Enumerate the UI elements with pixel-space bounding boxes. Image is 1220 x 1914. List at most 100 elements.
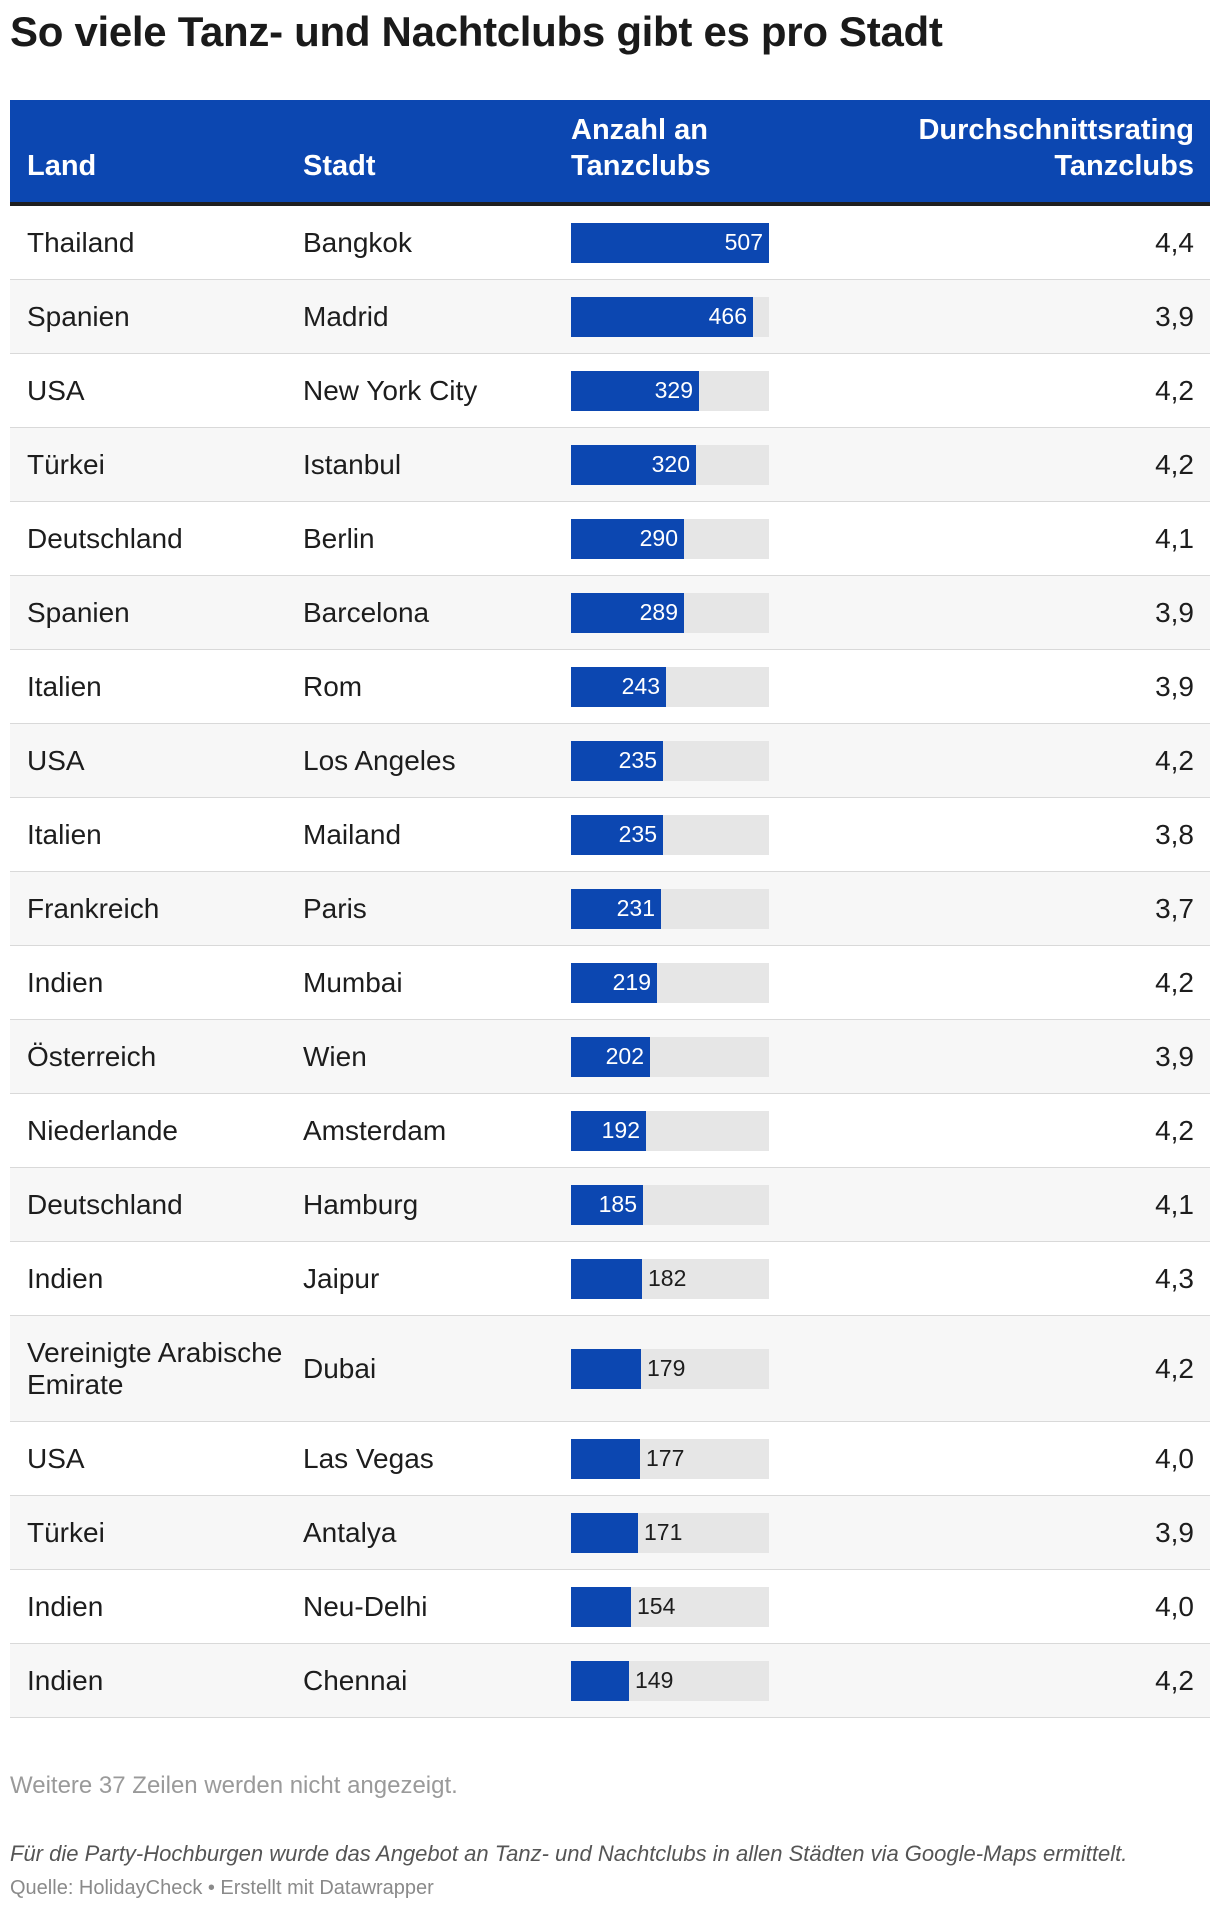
bar (571, 1348, 641, 1389)
bar-value-label: 235 (618, 747, 657, 773)
methodology-note: Für die Party-Hochburgen wurde das Angeb… (10, 1841, 1128, 1866)
cell-land: Frankreich (27, 892, 160, 924)
bar-track: 171 (571, 1512, 769, 1553)
cell-stadt: Rom (303, 670, 363, 702)
bar-value-label: 219 (612, 969, 651, 995)
bar-value-label: 179 (647, 1355, 686, 1381)
cell-land: Italien (27, 818, 102, 850)
bar-value-label: 290 (639, 525, 678, 551)
cell-land: USA (27, 1442, 85, 1474)
bar-track: 231 (571, 888, 769, 929)
cell-rating: 3,9 (1155, 1040, 1194, 1072)
table-row: Thailand Bangkok 507 4,4 (10, 206, 1210, 280)
bar-value-label: 289 (639, 599, 678, 625)
bar (571, 1184, 643, 1225)
cell-land: Indien (27, 966, 104, 998)
cell-rating: 4,4 (1155, 226, 1194, 258)
bar-value-label: 192 (601, 1117, 640, 1143)
bar (571, 1586, 631, 1627)
cell-stadt: Amsterdam (303, 1114, 447, 1146)
cell-rating: 4,2 (1155, 374, 1194, 406)
bar-value-label: 149 (635, 1667, 674, 1693)
cell-land: Spanien (27, 596, 130, 628)
cell-land: Indien (27, 1590, 104, 1622)
cell-stadt: Hamburg (303, 1188, 419, 1220)
cell-stadt: New York City (303, 374, 478, 406)
cell-rating: 4,2 (1155, 744, 1194, 776)
table-row: Türkei Istanbul 320 4,2 (10, 428, 1210, 502)
bar (571, 1110, 646, 1151)
table-row: Indien Mumbai 219 4,2 (10, 946, 1210, 1020)
table-row: Spanien Barcelona 289 3,9 (10, 576, 1210, 650)
cell-stadt: Las Vegas (303, 1442, 434, 1474)
cell-land: USA (27, 374, 85, 406)
cell-land: Österreich (27, 1040, 157, 1072)
cell-land: USA (27, 744, 85, 776)
cell-stadt: Antalya (303, 1516, 397, 1548)
bar-value-label: 202 (605, 1043, 644, 1069)
bar (571, 888, 661, 929)
table-row: Deutschland Berlin 290 4,1 (10, 502, 1210, 576)
cell-rating: 3,7 (1155, 892, 1194, 924)
column-header-land[interactable]: Land (27, 150, 97, 182)
cell-rating: 4,3 (1155, 1262, 1194, 1294)
cell-rating: 4,2 (1155, 1114, 1194, 1146)
bar-value-label: 182 (648, 1265, 687, 1291)
more-rows-note: Weitere 37 Zeilen werden nicht angezeigt… (10, 1772, 458, 1799)
bar (571, 1512, 638, 1553)
bar-value-label: 507 (724, 229, 763, 255)
column-header-rating-line2: Tanzclubs (1054, 150, 1194, 182)
bar-value-label: 320 (651, 451, 690, 477)
table-row: Indien Chennai 149 4,2 (10, 1644, 1210, 1718)
bar-track: 466 (571, 296, 769, 337)
cell-land: Spanien (27, 300, 130, 332)
bar-track: 243 (571, 666, 769, 707)
bar (571, 1438, 640, 1479)
cell-stadt: Los Angeles (303, 744, 456, 776)
cell-rating: 3,9 (1155, 300, 1194, 332)
bar (571, 518, 684, 559)
table-row: Italien Mailand 235 3,8 (10, 798, 1210, 872)
bar (571, 740, 663, 781)
bar-value-label: 243 (621, 673, 660, 699)
table-row: Italien Rom 243 3,9 (10, 650, 1210, 724)
bar-value-label: 466 (708, 303, 747, 329)
cell-rating: 3,9 (1155, 670, 1194, 702)
bar-track: 235 (571, 814, 769, 855)
bar-track: 507 (571, 222, 769, 263)
column-header-anzahl[interactable]: Anzahl an Tanzclubs (571, 112, 711, 184)
cell-land: Vereinigte Arabische Emirate (27, 1336, 283, 1400)
column-header-anzahl-line2: Tanzclubs (571, 150, 711, 182)
table-row: Indien Neu-Delhi 154 4,0 (10, 1570, 1210, 1644)
table-row: Vereinigte Arabische Emirate Dubai 179 4,2 (10, 1316, 1210, 1422)
cell-rating: 4,0 (1155, 1590, 1194, 1622)
cell-land: Niederlande (27, 1114, 178, 1146)
bar-track: 202 (571, 1036, 769, 1077)
cell-land: Türkei (27, 448, 105, 480)
bar-value-label: 329 (654, 377, 693, 403)
cell-stadt: Paris (303, 892, 367, 924)
cell-land: Türkei (27, 1516, 105, 1548)
bar-track: 179 (571, 1348, 769, 1389)
bar (571, 222, 769, 263)
bar-track: 320 (571, 444, 769, 485)
bar (571, 444, 696, 485)
bar-value-label: 185 (598, 1191, 637, 1217)
table-row: Niederlande Amsterdam 192 4,2 (10, 1094, 1210, 1168)
cell-stadt: Wien (303, 1040, 367, 1072)
table-row: Deutschland Hamburg 185 4,1 (10, 1168, 1210, 1242)
cell-stadt: Madrid (303, 300, 389, 332)
column-header-stadt[interactable]: Stadt (303, 150, 376, 182)
column-header-rating[interactable]: Durchschnittsrating Tanzclubs (918, 112, 1194, 184)
table-row: Österreich Wien 202 3,9 (10, 1020, 1210, 1094)
cell-rating: 3,8 (1155, 818, 1194, 850)
cell-land: Thailand (27, 226, 135, 258)
table-row: USA New York City 329 4,2 (10, 354, 1210, 428)
table-header: Land Stadt Anzahl an Tanzclubs Durchschn… (10, 100, 1210, 206)
bar (571, 296, 753, 337)
bar (571, 370, 699, 411)
bar (571, 814, 663, 855)
bar-track: 289 (571, 592, 769, 633)
cell-stadt: Neu-Delhi (303, 1590, 428, 1622)
cell-rating: 4,2 (1155, 1352, 1194, 1384)
